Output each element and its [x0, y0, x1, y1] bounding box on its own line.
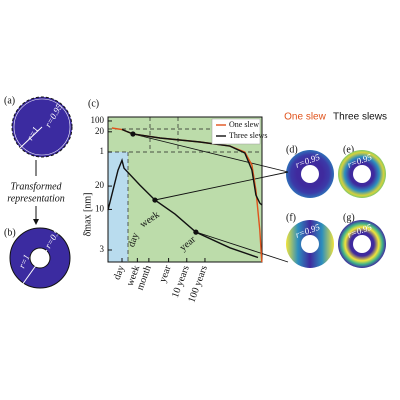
caption: Transformed [10, 181, 62, 192]
legend-label: One slew [229, 120, 259, 129]
x-tick-label: year [157, 263, 173, 284]
column-title: One slew [284, 112, 326, 123]
disk-hole [353, 165, 371, 183]
disk-ring [13, 98, 71, 156]
disk-hole [29, 247, 51, 269]
series-line [121, 128, 263, 206]
radius [19, 126, 43, 149]
y-tick-label: 20 [95, 126, 105, 136]
disk-group [286, 150, 386, 268]
caption: representation [7, 193, 65, 204]
point-marker [193, 229, 199, 235]
y-tick-label: 20 [95, 180, 105, 190]
annotation: day [126, 231, 141, 248]
panel-label: (f) [286, 212, 296, 223]
y-tick-label: 1 [100, 146, 105, 156]
y-tick-label: 10 [95, 203, 105, 213]
legend-box [211, 118, 261, 145]
y-tick-label: 3 [100, 244, 105, 254]
disk-hole [301, 235, 319, 253]
x-tick-label: day [112, 264, 127, 281]
y-tick-label: 100 [91, 115, 105, 125]
panel-label: (g) [343, 212, 355, 223]
panel-label: (d) [286, 144, 298, 155]
connector [154, 171, 289, 201]
disk-hole [301, 165, 319, 183]
radius [21, 249, 48, 286]
connector [195, 231, 289, 263]
panel-label: (c) [88, 98, 99, 109]
series-line [107, 158, 259, 259]
connector [132, 133, 289, 173]
disk-hole [353, 235, 371, 253]
column-title: Three slews [333, 112, 387, 123]
panel-label: (a) [4, 95, 15, 106]
legend-label: Three slews [229, 131, 267, 140]
y-axis-label: δ̄max [nm] [82, 193, 93, 237]
panel-label: (b) [4, 227, 16, 238]
plot-frame [107, 116, 263, 263]
point-marker [152, 197, 158, 203]
panel-label: (e) [343, 144, 354, 155]
shaded-region [108, 152, 128, 262]
